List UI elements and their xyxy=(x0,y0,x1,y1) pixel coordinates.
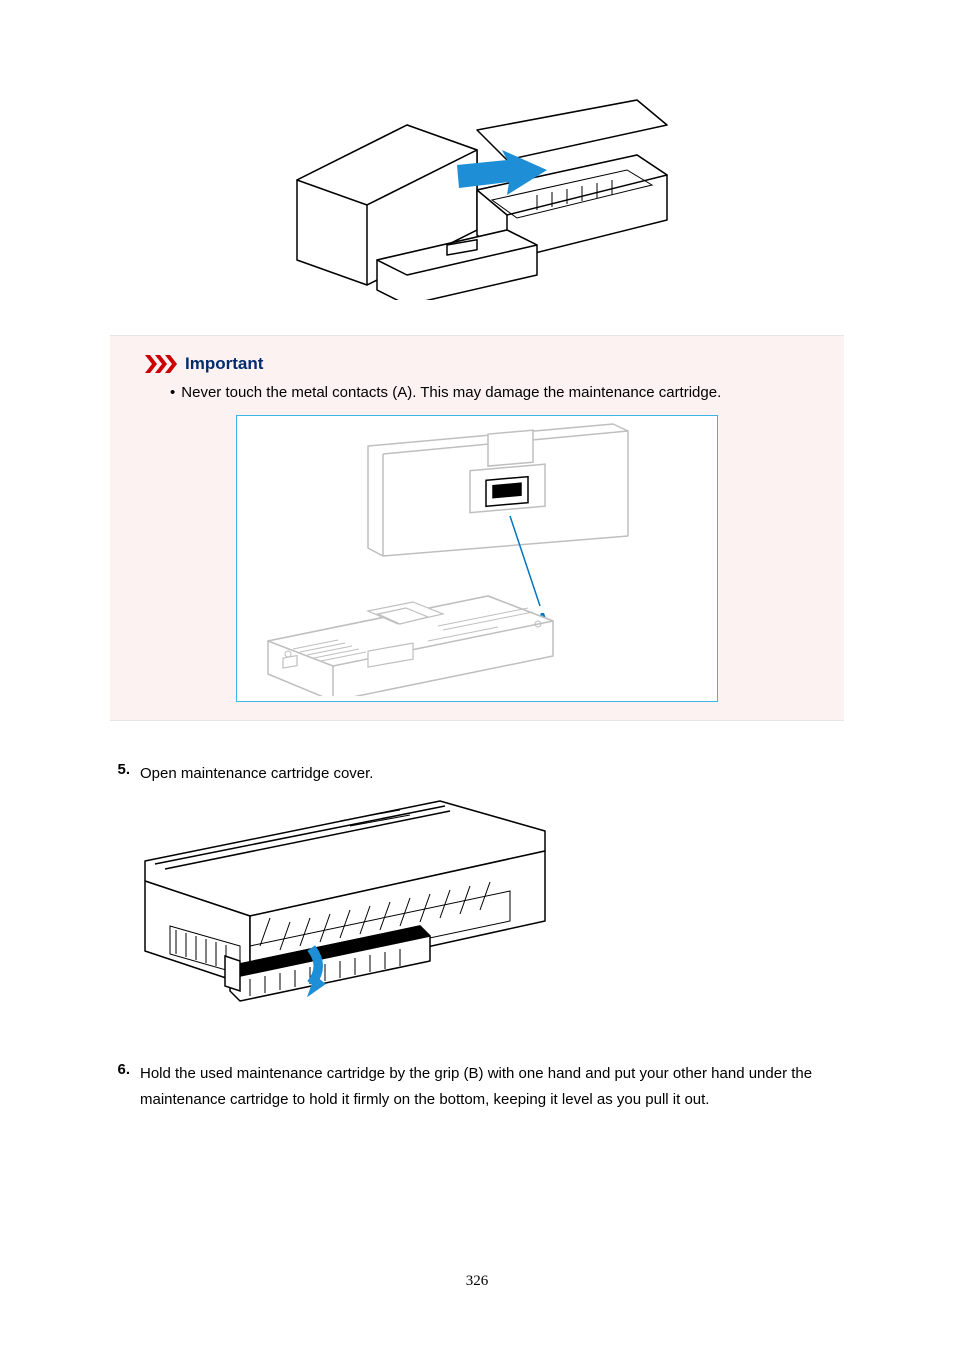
important-bullet: • Never touch the metal contacts (A). Th… xyxy=(170,382,834,405)
chevrons-icon xyxy=(145,355,179,373)
important-callout: Important • Never touch the metal contac… xyxy=(110,335,844,721)
figure-contacts: A xyxy=(236,415,718,702)
step-5-number: 5. xyxy=(110,761,130,778)
figure-unboxing xyxy=(110,70,844,305)
page-number: 326 xyxy=(0,1273,954,1290)
important-label: Important xyxy=(185,354,263,374)
step-6: 6. Hold the used maintenance cartridge b… xyxy=(110,1061,844,1112)
bullet-dot: • xyxy=(170,382,175,405)
step-5-text: Open maintenance cartridge cover. xyxy=(140,761,844,787)
step-6-number: 6. xyxy=(110,1061,130,1078)
step-5: 5. Open maintenance cartridge cover. xyxy=(110,761,844,787)
important-text: Never touch the metal contacts (A). This… xyxy=(181,382,721,405)
step-6-text: Hold the used maintenance cartridge by t… xyxy=(140,1061,844,1112)
figure-open-cover xyxy=(140,796,844,1021)
important-header: Important xyxy=(145,354,834,374)
